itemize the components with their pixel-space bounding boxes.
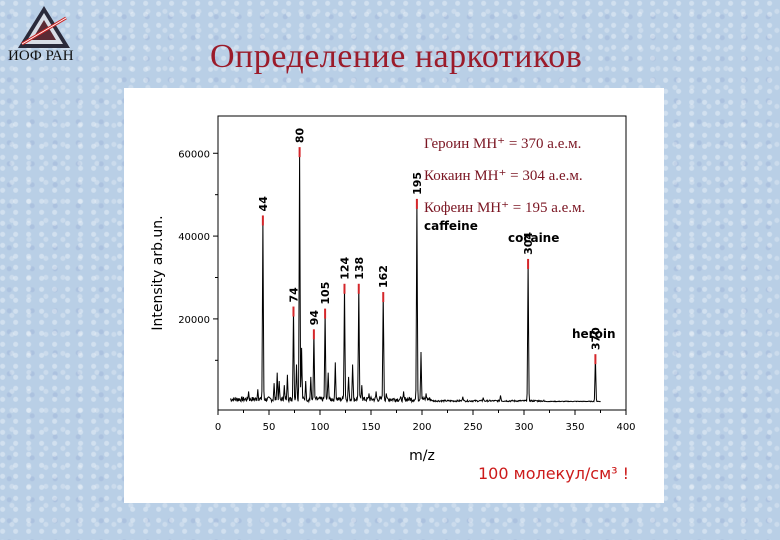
compound-label-heroin: heroin xyxy=(572,327,616,341)
iof-ran-logo xyxy=(18,6,70,48)
x-tick-label: 250 xyxy=(463,422,482,433)
peak-label-80: 80 xyxy=(294,127,307,143)
peak-label-138: 138 xyxy=(353,257,366,280)
peak-label-304: 304 xyxy=(522,232,535,255)
peak-label-44: 44 xyxy=(257,196,270,212)
x-tick-label: 300 xyxy=(514,422,533,433)
x-tick-label: 150 xyxy=(361,422,380,433)
slide-title: Определение наркотиков xyxy=(210,38,583,75)
chart-panel: 0 50 100 150 200 250 300 350 400 20000 40000 60000 m… xyxy=(124,88,664,503)
y-axis-label: Intensity arb.un. xyxy=(150,215,166,330)
compound-label-cocaine: cocaine xyxy=(508,231,559,245)
peak-label-74: 74 xyxy=(287,287,300,303)
y-tick-label: 60000 xyxy=(178,149,210,160)
concentration-note: 100 молекул/см³ ! xyxy=(478,464,630,483)
peak-label-105: 105 xyxy=(319,282,332,305)
x-tick-label: 100 xyxy=(310,422,329,433)
logo-text: ИОФ РАН xyxy=(8,48,74,64)
x-tick-label: 0 xyxy=(215,422,221,433)
x-axis-label: m/z xyxy=(409,448,435,464)
formula-line: Кокаин MH⁺ = 304 а.е.м. xyxy=(424,168,583,184)
plot-frame xyxy=(217,115,627,411)
x-tick-label: 400 xyxy=(616,422,635,433)
formula-line: Кофеин MH⁺ = 195 а.е.м. xyxy=(424,200,585,216)
x-tick-label: 350 xyxy=(565,422,584,433)
peak-label-162: 162 xyxy=(377,265,390,288)
compound-label-caffeine: caffeine xyxy=(424,219,478,233)
y-tick-label: 20000 xyxy=(178,315,210,326)
x-tick-label: 200 xyxy=(412,422,431,433)
formula-line: Героин MH⁺ = 370 а.е.м. xyxy=(424,136,581,152)
peak-label-124: 124 xyxy=(338,256,351,279)
peak-label-94: 94 xyxy=(308,310,321,326)
y-tick-label: 40000 xyxy=(178,232,210,243)
mass-spectrum-chart: 0 50 100 150 200 250 300 350 400 20000 40000 60000 m… xyxy=(150,115,636,464)
spectrum-trace xyxy=(229,149,601,404)
peak-label-195: 195 xyxy=(411,172,424,195)
x-tick-label: 50 xyxy=(263,422,276,433)
peak-label-370: 370 xyxy=(589,327,602,350)
